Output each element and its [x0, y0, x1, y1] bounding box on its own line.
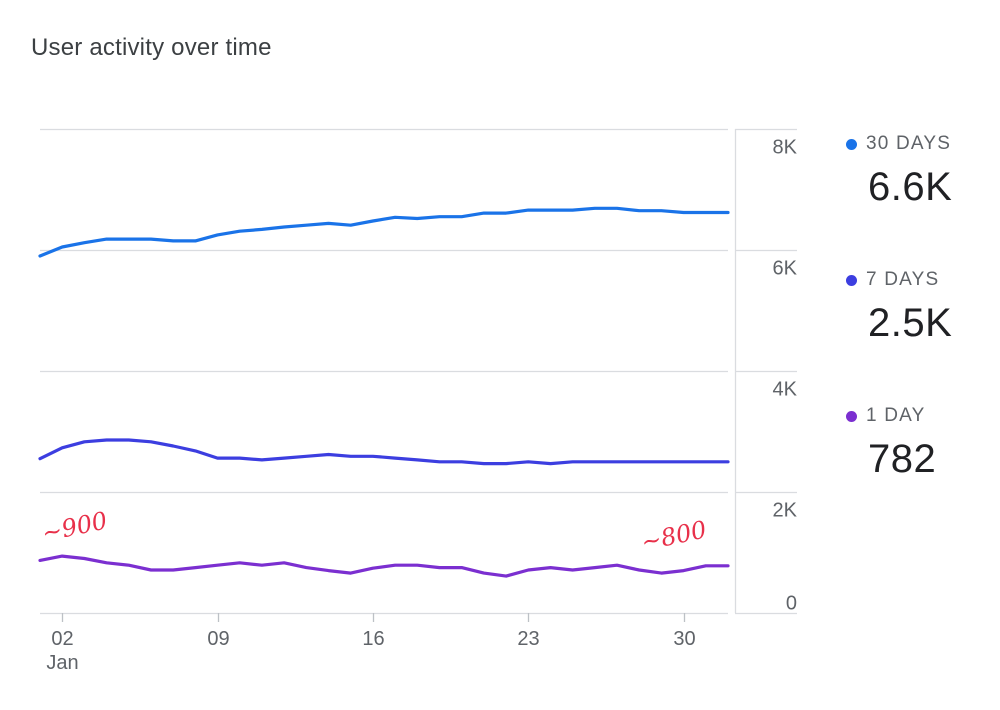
x-tick-label: 23: [517, 628, 539, 650]
x-tick-label: 16: [362, 628, 384, 650]
legend-1-day: 1 DAY 782: [846, 405, 936, 482]
annotation-label: ~800: [639, 515, 709, 556]
legend-dot-7-days: [846, 274, 857, 286]
x-tick-label: 30: [673, 628, 695, 650]
annotations: ~900 ~800: [39, 506, 709, 556]
y-tick-label: 8K: [773, 137, 798, 159]
x-tick-label: 02: [51, 628, 73, 650]
legend-dot-30-days: [846, 138, 857, 150]
series-line-30-days: [38, 206, 730, 258]
legend-value-1-day: 782: [868, 437, 937, 481]
legend-label-7-days: 7 DAYS: [866, 269, 940, 290]
chart-title: User activity over time: [31, 34, 272, 61]
y-axis: 8K 6K 4K 2K 0: [773, 137, 798, 615]
series-lines: [38, 206, 730, 578]
legend-7-days: 7 DAYS 2.5K: [846, 269, 952, 346]
x-tick-sublabel: Jan: [46, 652, 78, 674]
legend-value-7-days: 2.5K: [868, 301, 953, 345]
y-tick-label: 4K: [773, 379, 798, 401]
legend-label-30-days: 30 DAYS: [866, 133, 952, 154]
legend-dot-1-day: [846, 410, 857, 422]
y-tick-label: 2K: [773, 500, 798, 522]
legend-value-30-days: 6.6K: [868, 165, 953, 209]
gridlines: [40, 128, 797, 615]
y-tick-label: 6K: [773, 258, 798, 280]
x-tick-label: 09: [207, 628, 229, 650]
legend-label-1-day: 1 DAY: [866, 405, 926, 426]
annotation-label: ~900: [39, 506, 109, 547]
y-tick-label: 0: [786, 593, 797, 615]
series-line-1-day: [38, 554, 730, 578]
series-line-7-days: [38, 438, 730, 466]
legend-30-days: 30 DAYS 6.6K: [846, 133, 952, 210]
